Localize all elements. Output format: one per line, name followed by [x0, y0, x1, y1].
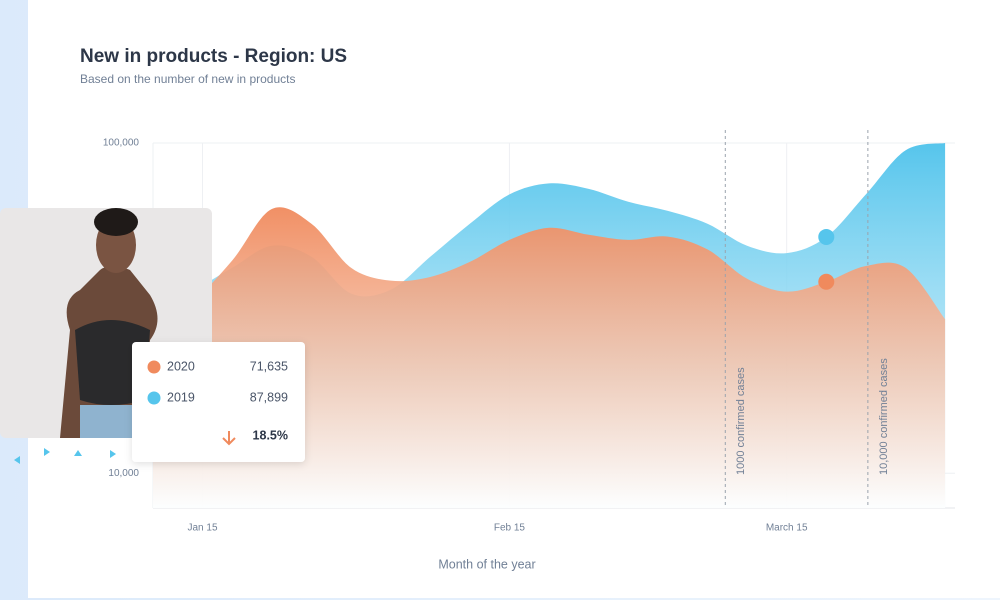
legend-label: 2019	[167, 390, 195, 404]
figure-jeans	[80, 405, 135, 438]
down-arrow-icon	[222, 431, 236, 446]
series-area	[153, 207, 946, 508]
x-tick-label: Feb 15	[494, 523, 526, 534]
tooltip-value: 87,899	[250, 390, 288, 404]
highlight-dot	[818, 273, 835, 290]
chart-subtitle: Based on the number of new in products	[80, 72, 295, 86]
legend-dot	[147, 391, 161, 405]
tooltip-value: 71,635	[250, 359, 288, 373]
tooltip	[132, 342, 305, 462]
highlight-dot	[818, 228, 835, 245]
y-tick-label: 10,000	[108, 468, 139, 479]
legend-label: 2020	[167, 359, 195, 373]
x-tick-label: Jan 15	[187, 523, 217, 534]
plot: 10,000 100,000 Jan 15 Feb 15 March 15 1000 co…	[103, 130, 955, 534]
x-axis-label: Month of the year	[438, 557, 535, 571]
legend-dot	[147, 360, 161, 374]
x-tick-label: March 15	[766, 523, 808, 534]
annotation-label: 10,000 confirmed cases	[878, 358, 890, 475]
figure-top	[75, 320, 150, 405]
annotation-label: 1000 confirmed cases	[735, 367, 747, 475]
chart-title: New in products - Region: US	[80, 46, 347, 67]
figure-hair	[94, 208, 138, 236]
tooltip-change: 18.5%	[253, 428, 288, 442]
y-tick-label: 100,000	[103, 138, 140, 149]
